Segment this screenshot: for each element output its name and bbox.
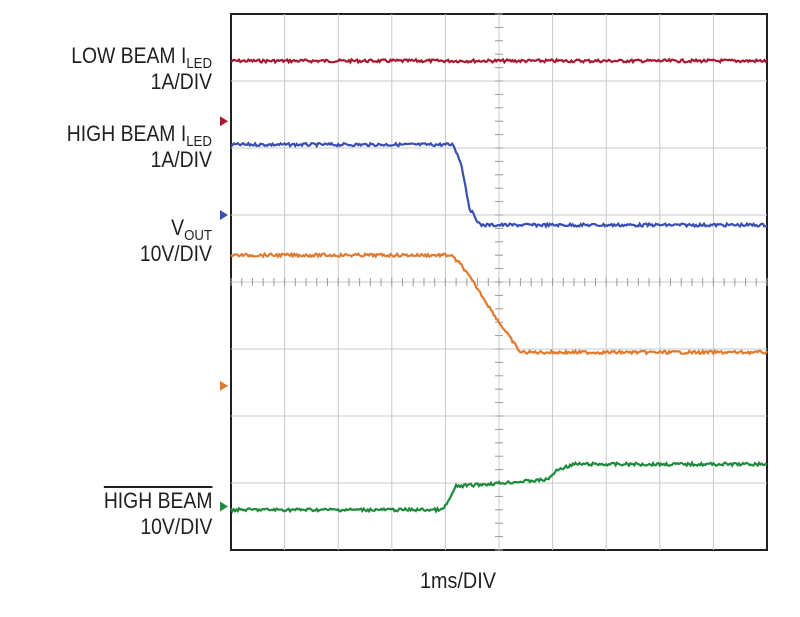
vout-label: VOUT 10V/DIV — [139, 215, 212, 266]
channel-marker-3 — [220, 501, 228, 512]
low-beam-scale: 1A/DIV — [150, 69, 212, 94]
high-beam-label: HIGH BEAM ILED 1A/DIV — [66, 121, 212, 172]
trace-3 — [229, 460, 768, 514]
channel-markers — [220, 116, 228, 512]
high-beam-scale: 1A/DIV — [150, 147, 212, 172]
trace-2 — [230, 251, 768, 356]
channel-marker-0 — [220, 116, 228, 127]
high-beam-bar-label: HIGH BEAM 10V/DIV — [103, 488, 212, 539]
low-beam-label: LOW BEAM ILED 1A/DIV — [71, 43, 212, 94]
channel-marker-2 — [220, 380, 228, 391]
high-beam-bar-scale: 10V/DIV — [139, 514, 212, 539]
channel-marker-1 — [220, 210, 228, 220]
x-axis-label: 1ms/DIV — [420, 568, 496, 593]
vout-scale: 10V/DIV — [139, 241, 212, 266]
traces — [229, 57, 768, 514]
trace-0 — [230, 57, 768, 65]
trace-1 — [230, 141, 768, 229]
